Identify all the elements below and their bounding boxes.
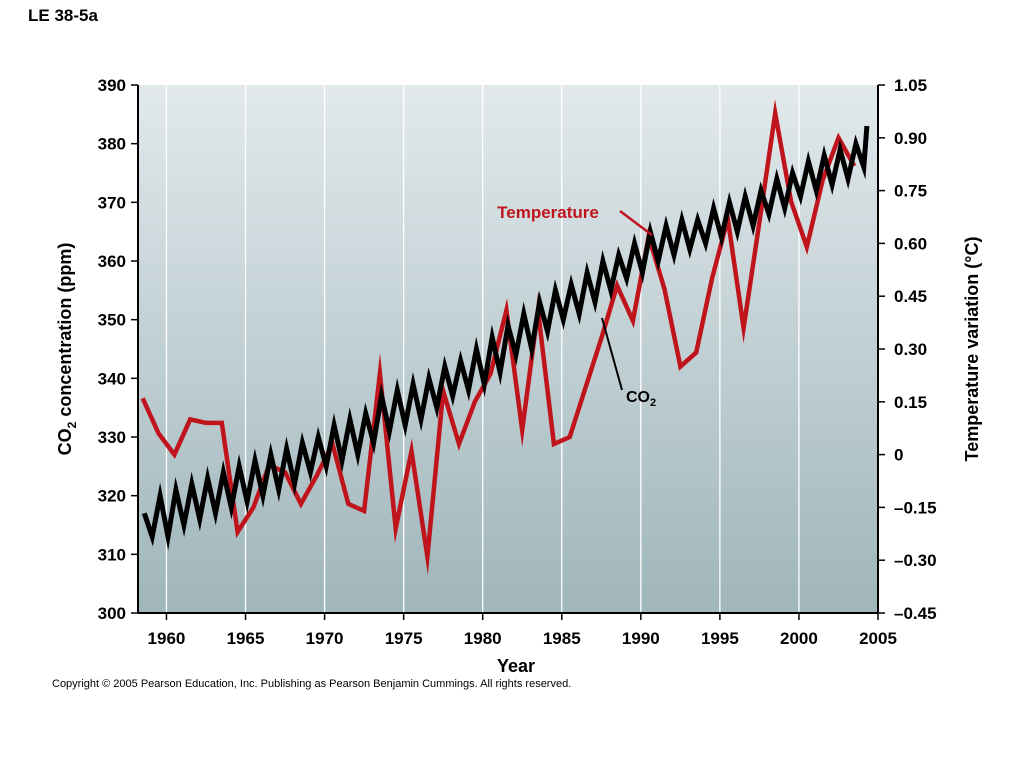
y-right-tick-label-1.05: 1.05 (894, 76, 927, 95)
y-right-tick-label-0.45: 0.45 (894, 287, 927, 306)
temperature-leader-line (619, 210, 653, 236)
co2-label-main: CO (626, 389, 650, 406)
y-left-tick-label-330: 330 (98, 428, 126, 447)
x-tick-label-1970: 1970 (306, 629, 344, 648)
y-axis-left-label-rest: concentration (ppm) (55, 243, 75, 422)
x-tick-label-1965: 1965 (227, 629, 265, 648)
y-right-tick-label-0.30: 0.30 (894, 340, 927, 359)
y-right-tick-label-–0.30: –0.30 (894, 551, 937, 570)
temperature-series-label: Temperature (497, 203, 599, 222)
x-tick-label-2000: 2000 (780, 629, 818, 648)
y-right-tick-label-0: 0 (894, 446, 903, 465)
y-right-tick-label-0.75: 0.75 (894, 182, 927, 201)
y-left-tick-label-310: 310 (98, 545, 126, 564)
figure-label: LE 38-5a (28, 6, 98, 25)
y-axis-right-label: Temperature variation (°C) (962, 237, 982, 462)
x-tick-label-2005: 2005 (859, 629, 897, 648)
y-axis-left-label-main: CO (55, 428, 75, 455)
y-axis-left-label-sub: 2 (65, 421, 79, 428)
y-left-tick-label-370: 370 (98, 193, 126, 212)
copyright-notice: Copyright © 2005 Pearson Education, Inc.… (52, 678, 572, 690)
y-right-tick-label-–0.15: –0.15 (894, 498, 937, 517)
y-left-tick-label-320: 320 (98, 487, 126, 506)
y-right-tick-label-0.90: 0.90 (894, 129, 927, 148)
x-tick-label-1975: 1975 (385, 629, 423, 648)
x-axis-label: Year (497, 656, 535, 676)
x-tick-label-1960: 1960 (148, 629, 186, 648)
x-tick-label-1990: 1990 (622, 629, 660, 648)
series-layer (140, 99, 870, 576)
co2-label-sub: 2 (650, 397, 656, 409)
axes: 300 310 320 330 340 350 360 370 380 390 1.05 0.90 0.… (98, 76, 937, 648)
y-right-tick-label-0.15: 0.15 (894, 393, 927, 412)
x-tick-label-1985: 1985 (543, 629, 581, 648)
y-left-tick-label-360: 360 (98, 252, 126, 271)
y-axis-left-label: CO2 concentration (ppm) (55, 243, 79, 456)
x-tick-label-1995: 1995 (701, 629, 739, 648)
y-right-tick-label-0.60: 0.60 (894, 234, 927, 253)
y-left-tick-label-350: 350 (98, 311, 126, 330)
y-left-tick-label-380: 380 (98, 135, 126, 154)
co2-series-label: CO2 (626, 389, 656, 409)
co2-line (141, 125, 870, 551)
y-left-tick-label-340: 340 (98, 369, 126, 388)
y-right-tick-label-–0.45: –0.45 (894, 604, 937, 623)
y-left-tick-label-300: 300 (98, 604, 126, 623)
plot-area (138, 85, 878, 613)
co2-leader-line (601, 317, 623, 391)
y-left-tick-label-390: 390 (98, 76, 126, 95)
x-tick-label-1980: 1980 (464, 629, 502, 648)
